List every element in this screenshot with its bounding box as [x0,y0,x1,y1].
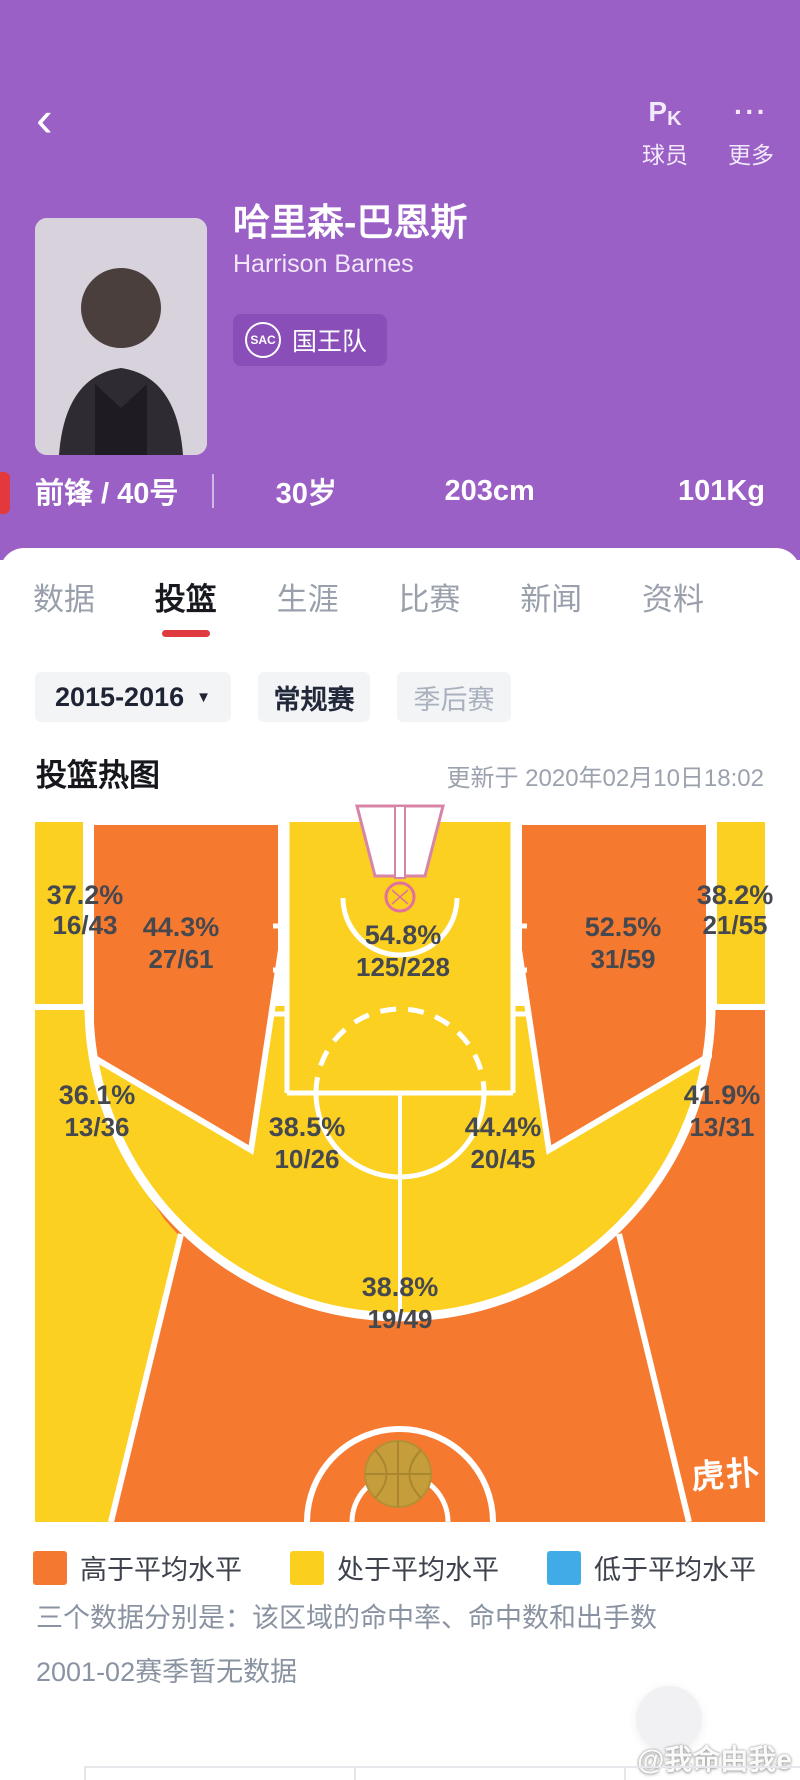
regular-season-button[interactable]: 常规赛 [258,672,370,722]
player-weight: 101Kg [677,474,765,507]
tab-news[interactable]: 新闻 [520,582,583,617]
player-age: 30岁 [275,478,337,510]
basketball-icon [364,1440,432,1508]
zone-left-corner-3 [35,822,83,1004]
heatmap-legend: 高于平均水平 处于平均水平 低于平均水平 [33,1548,756,1587]
zone-right-mid-ratio: 20/45 [470,1144,535,1174]
legend-average-label: 处于平均水平 [337,1555,499,1585]
tab-bar: 数据 投篮 生涯 比赛 新闻 资料 [0,574,800,635]
zone-paint-ratio: 125/228 [356,952,450,982]
chevron-down-icon: ▼ [196,688,211,706]
court-lines [84,822,716,1523]
filter-row: 2015-2016 ▼ 常规赛 季后赛 [35,672,511,722]
tab-games[interactable]: 比赛 [398,582,461,617]
zone-right-corner-3 [717,822,765,1004]
player-header: ‹ PK 球员 ··· 更多 哈里森-巴恩斯 Harrison Barnes S… [0,0,800,560]
player-height: 203cm [444,474,535,507]
zone-right-elbow-pct: 52.5% [585,912,662,942]
side-red-tab[interactable] [0,472,10,514]
team-logo-icon: SAC [245,322,281,358]
zone-right-corner-3-ratio: 21/55 [702,910,767,940]
season-value: 2015-2016 [55,681,185,712]
back-icon[interactable]: ‹ [36,91,53,147]
tab-shooting[interactable]: 投篮 [155,574,217,635]
zone-right-elbow-ratio: 31/59 [590,944,655,974]
zone-left-corner-3-ratio: 16/43 [52,910,117,940]
pk-icon: PK [648,96,682,130]
zone-paint-pct: 54.8% [365,920,442,950]
zone-top-3-pct: 38.8% [362,1272,439,1302]
legend-below-average-label: 低于平均水平 [594,1555,756,1585]
legend-above-average-label: 高于平均水平 [80,1555,242,1585]
legend-above-average: 高于平均水平 [33,1548,242,1587]
legend-orange-swatch [33,1550,67,1585]
zone-left-wing-3-ratio: 13/36 [64,1112,129,1142]
floating-button[interactable] [636,1686,702,1752]
shot-chart-court: 37.2% 16/43 44.3% 27/61 54.8% 125/228 52… [35,804,773,1523]
zone-left-elbow-pct: 44.3% [143,912,220,942]
zone-left-mid-ratio: 10/26 [274,1144,339,1174]
player-info-row: 前锋 / 40号 30岁 203cm 101Kg [0,470,800,512]
season-dropdown[interactable]: 2015-2016 ▼ [35,672,231,722]
legend-average: 处于平均水平 [290,1548,499,1587]
pk-player-button[interactable]: PK 球员 [642,96,688,170]
zone-left-wing-3-pct: 36.1% [59,1080,136,1110]
pk-label: 球员 [642,142,688,168]
next-section-table-edge [84,1766,800,1780]
more-label: 更多 [728,142,774,168]
no-data-note: 2001-02赛季暂无数据 [36,1657,298,1687]
legend-explanation: 三个数据分别是：该区域的命中率、命中数和出手数 [36,1603,657,1633]
playoffs-button[interactable]: 季后赛 [397,672,511,722]
more-button[interactable]: ··· 更多 [728,96,774,170]
team-badge[interactable]: SAC 国王队 [233,314,388,366]
section-header: 投篮热图 更新于 2020年02月10日18:02 [0,750,800,795]
zone-right-wing-3-ratio: 13/31 [689,1112,754,1142]
zone-left-wing-3 [35,1010,181,1522]
legend-blue-swatch [547,1550,581,1585]
player-name-cn: 哈里森-巴恩斯 [233,202,468,243]
hoop-icon [355,804,445,913]
zone-left-corner-3-pct: 37.2% [47,880,124,910]
page-watermark: @我命由我e [637,1744,792,1775]
divider [212,474,215,508]
zone-right-corner-3-pct: 38.2% [697,880,774,910]
section-title: 投篮热图 [36,758,160,793]
legend-yellow-swatch [290,1550,324,1585]
updated-timestamp: 更新于 2020年02月10日18:02 [446,765,764,792]
tab-career[interactable]: 生涯 [276,582,339,617]
tab-data[interactable]: 数据 [33,582,95,617]
zone-right-wing-3-pct: 41.9% [684,1080,761,1110]
more-icon: ··· [734,96,768,127]
legend-below-average: 低于平均水平 [547,1548,756,1587]
zone-left-mid-pct: 38.5% [269,1112,346,1142]
content-card: 数据 投篮 生涯 比赛 新闻 资料 2015-2016 ▼ 常规赛 季后赛 投篮… [0,548,800,1778]
zone-top-3-ratio: 19/49 [367,1304,432,1334]
zone-right-mid-pct: 44.4% [465,1112,542,1142]
player-silhouette [35,218,207,455]
team-name: 国王队 [292,328,368,356]
zone-left-elbow-ratio: 27/61 [148,944,213,974]
player-name-en: Harrison Barnes [233,250,414,278]
tab-profile[interactable]: 资料 [641,582,704,617]
hupu-watermark: 虎扑 [690,1454,762,1496]
player-photo [35,218,207,455]
position-number: 前锋 / 40号 [35,478,179,510]
